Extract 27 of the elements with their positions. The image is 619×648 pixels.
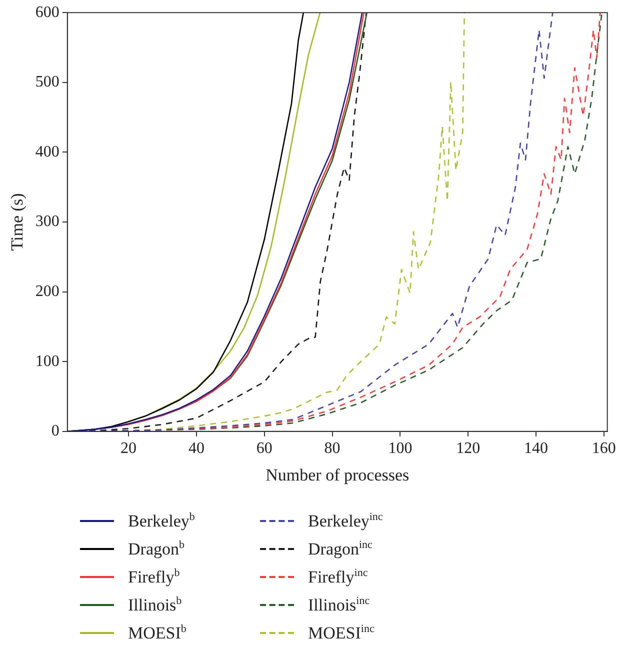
legend-label: Firefly$^{inc}$: [308, 566, 368, 588]
x-tick-label: 140: [524, 440, 548, 458]
y-tick-label: 100: [35, 352, 60, 370]
legend-label: MOESI$^{inc}$: [308, 622, 374, 644]
y-tick-label: 0: [51, 422, 60, 440]
legend-label: MOESI$^{b}$: [128, 622, 186, 644]
y-axis-title: Time (s): [8, 193, 27, 251]
x-tick-label: 20: [120, 440, 137, 458]
legend-label: Berkeley$^{b}$: [128, 510, 195, 532]
y-tick-label: 500: [35, 74, 60, 91]
legend-label: Illinois$^{inc}$: [308, 594, 370, 616]
legend-label: Dragon$^{b}$: [128, 538, 184, 560]
y-tick-label: 400: [35, 143, 60, 160]
legend-label: Dragon$^{inc}$: [308, 538, 372, 560]
x-tick-label: 40: [188, 440, 204, 458]
x-tick-label: 160: [592, 440, 616, 458]
x-tick-label: 80: [324, 440, 340, 458]
x-tick-label: 120: [456, 440, 480, 458]
legend-label: Firefly$^{b}$: [128, 566, 180, 588]
y-tick-label: 200: [35, 283, 60, 300]
x-tick-label: 100: [388, 440, 412, 458]
x-tick-label: 60: [256, 440, 272, 458]
legend-label: Berkeley$^{inc}$: [308, 510, 383, 532]
y-tick-label: 600: [35, 4, 60, 21]
legend-label: Illinois$^{b}$: [128, 594, 182, 616]
x-axis-title: Number of processes: [266, 465, 410, 484]
y-tick-label: 300: [35, 213, 60, 230]
